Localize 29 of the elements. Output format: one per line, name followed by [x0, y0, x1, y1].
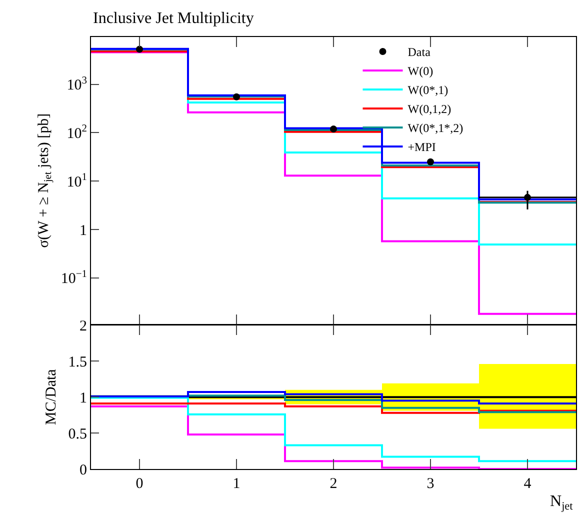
point: [136, 46, 143, 53]
point: [524, 194, 531, 201]
y-tick-label: 10$^{1}$: [66, 172, 87, 190]
y-axis-title: MC/Data: [44, 368, 60, 425]
y-tick-label: 0: [80, 462, 87, 478]
y-tick-label: 0.5: [68, 426, 87, 442]
x-tick-label: 2: [330, 476, 338, 492]
legend-label: Data: [408, 45, 432, 60]
point: [330, 126, 337, 133]
point: [427, 158, 434, 166]
y-tick-label: 10$^{2}$: [66, 124, 87, 142]
x-tick-label: 4: [524, 476, 532, 492]
y-tick-label: 10$^{−1}$: [60, 268, 87, 288]
x-axis-title: N$_{jet}$: [550, 493, 574, 512]
y-tick-label: 10$^{3}$: [66, 75, 87, 94]
point: [233, 93, 240, 100]
y-tick-label: 1: [80, 390, 87, 406]
legend-label: W(0): [408, 64, 434, 78]
legend-label: W(0*,1): [408, 83, 448, 98]
y-tick-label: 1.5: [68, 354, 87, 370]
x-tick-label: 3: [426, 476, 434, 492]
x-tick-label: 1: [232, 476, 240, 492]
chart-title: Inclusive Jet Multiplicity: [93, 10, 254, 27]
y-tick-label: 1: [80, 222, 87, 239]
legend-label: W(0,1,2): [408, 102, 452, 116]
legend-label: W(0*,1*,2): [408, 121, 464, 136]
y-tick-label: 2: [80, 318, 87, 334]
x-tick-label: 0: [136, 476, 144, 492]
legend-label: +MPI: [408, 140, 436, 154]
